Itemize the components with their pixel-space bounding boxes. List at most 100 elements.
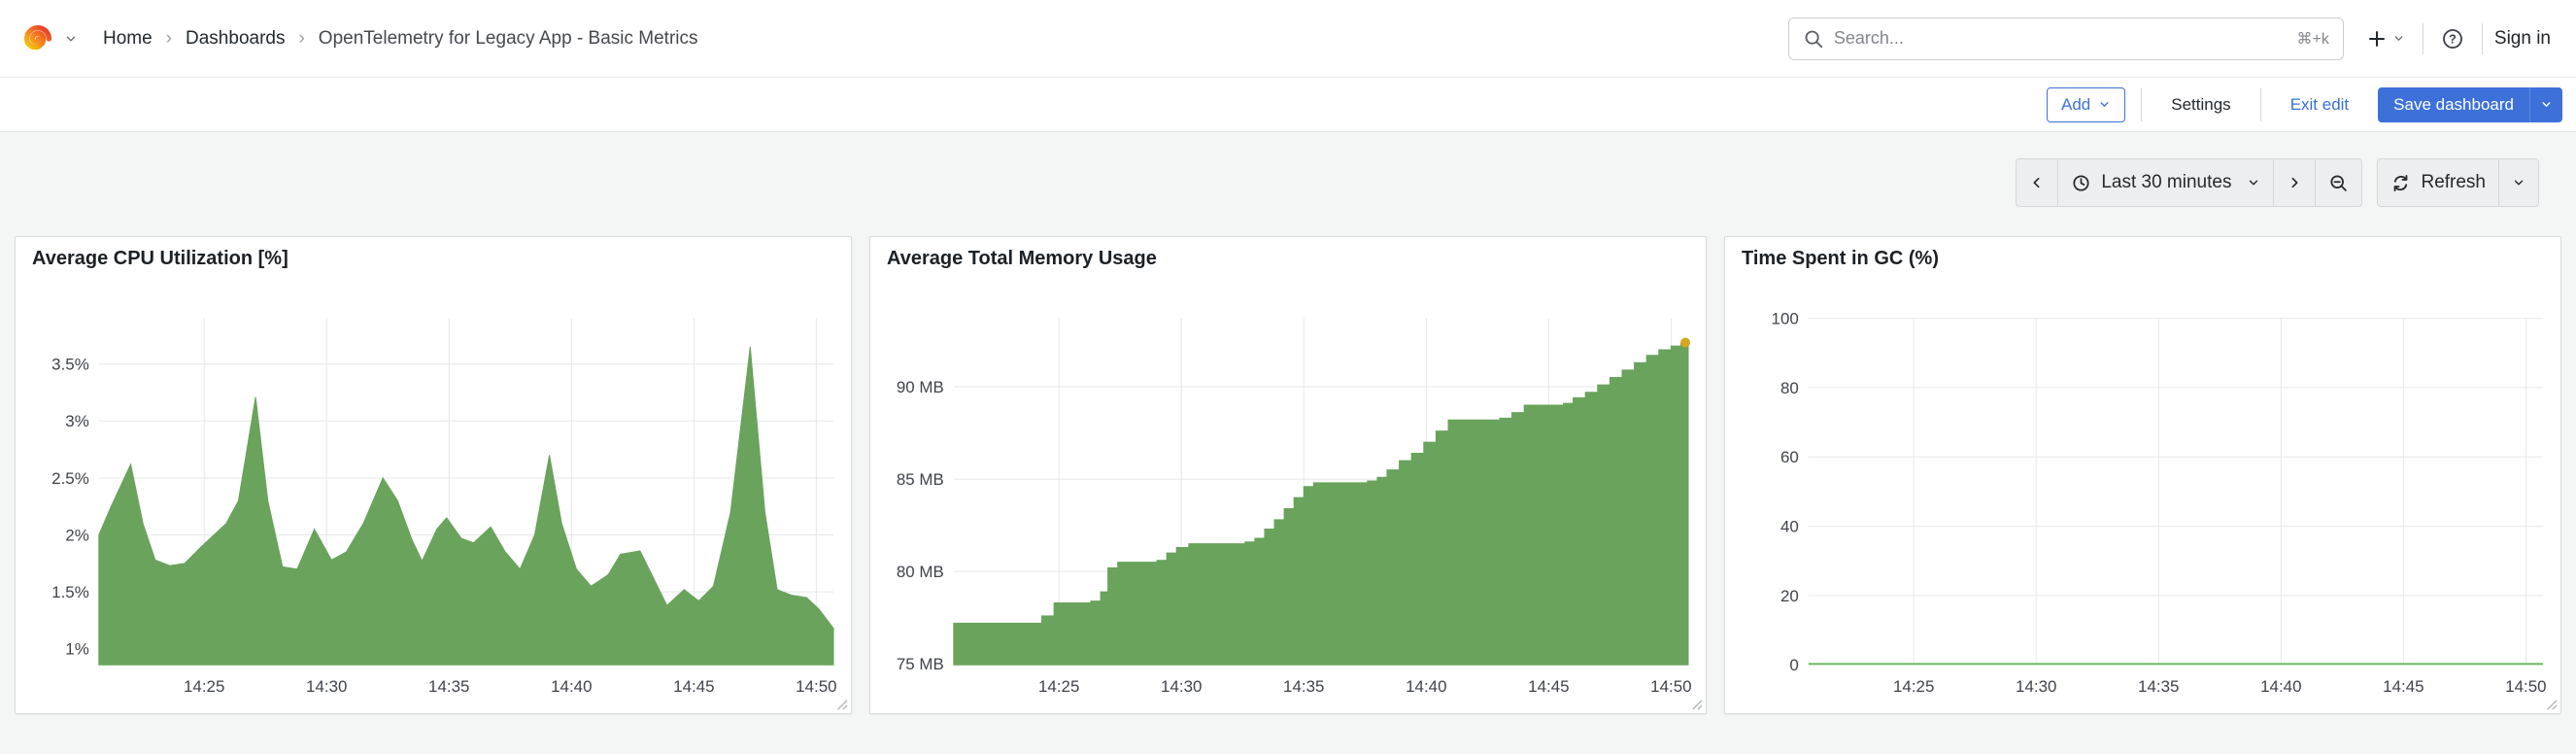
y-tick-label: 2.5% [51, 469, 89, 488]
chevron-right-icon [2287, 175, 2302, 190]
add-panel-button[interactable]: Add [2047, 86, 2126, 122]
refresh-button[interactable]: Refresh [2377, 158, 2499, 207]
refresh-interval-caret-button[interactable] [2498, 158, 2539, 207]
panel-title[interactable]: Average Total Memory Usage [887, 248, 1157, 269]
panel-cpu-utilization: Average CPU Utilization [%] 1% 1.5% 2% 2.5%… [15, 236, 852, 714]
panel-resize-handle[interactable] [1690, 698, 1703, 710]
y-tick-label: 85 MB [897, 470, 944, 489]
chevron-down-icon [2247, 176, 2260, 189]
y-tick-label: 0 [1789, 656, 1798, 674]
x-tick-label: 14:40 [551, 677, 592, 696]
series-area [953, 340, 1689, 666]
x-tick-label: 14:45 [1528, 677, 1569, 696]
chart-canvas[interactable]: 1% 1.5% 2% 2.5% 3% 3.5% 14:25 14:30 14:35 14:40 14… [16, 237, 851, 713]
panel-title[interactable]: Average CPU Utilization [%] [32, 248, 288, 269]
plus-icon [2365, 27, 2389, 51]
save-dashboard-button[interactable]: Save dashboard [2378, 86, 2529, 122]
y-tick-label: 100 [1772, 310, 1799, 328]
add-button-label: Add [2061, 94, 2091, 114]
new-menu-button[interactable] [2359, 21, 2411, 56]
x-tick-label: 14:45 [673, 677, 714, 696]
y-tick-label: 90 MB [897, 378, 944, 396]
x-tick-label: 14:25 [184, 677, 224, 696]
top-nav-bar: Home › Dashboards › OpenTelemetry for Le… [0, 0, 2576, 78]
breadcrumb-separator: › [298, 27, 305, 49]
x-tick-label: 14:25 [1893, 677, 1934, 696]
x-tick-label: 14:50 [1650, 677, 1691, 696]
y-tick-label: 80 MB [897, 563, 944, 581]
time-controls-row: Last 30 minutes [0, 158, 2576, 207]
divider [2259, 87, 2261, 121]
breadcrumb-dashboards[interactable]: Dashboards [186, 27, 286, 49]
series-area [98, 346, 834, 666]
divider [2481, 22, 2483, 54]
latest-point-marker [1680, 337, 1691, 348]
x-tick-label: 14:25 [1038, 677, 1079, 696]
time-range-group: Last 30 minutes [2016, 158, 2363, 207]
gc-chart[interactable]: 0 20 40 60 80 100 14:25 14:30 14:35 14:40 14:45 14:… [1725, 237, 2560, 713]
time-range-label: Last 30 minutes [2101, 172, 2232, 192]
panel-gc-time: Time Spent in GC (%) 0 20 40 60 80 100 14:25 14… [1724, 236, 2561, 714]
chevron-down-icon [2392, 32, 2405, 45]
breadcrumb-current-dashboard: OpenTelemetry for Legacy App - Basic Met… [318, 27, 698, 49]
x-tick-label: 14:35 [2138, 677, 2179, 696]
zoom-out-time-button[interactable] [2315, 158, 2363, 207]
help-button[interactable]: ? [2435, 21, 2470, 56]
grafana-logo-icon [19, 20, 56, 57]
x-tick-label: 14:40 [1406, 677, 1446, 696]
chevron-down-icon [2098, 98, 2111, 111]
panel-memory-usage: Average Total Memory Usage 75 MB 80 MB 85 … [869, 236, 1707, 714]
y-tick-label: 2% [65, 526, 89, 544]
x-tick-label: 14:50 [2505, 677, 2546, 696]
y-tick-label: 60 [1780, 448, 1799, 466]
panel-title[interactable]: Time Spent in GC (%) [1742, 248, 1939, 269]
zoom-out-icon [2328, 173, 2349, 193]
search-icon [1803, 28, 1824, 50]
x-tick-label: 14:30 [2016, 677, 2056, 696]
y-tick-label: 75 MB [897, 655, 944, 673]
panel-resize-handle[interactable] [835, 698, 848, 710]
x-tick-label: 14:30 [306, 677, 347, 696]
time-shift-back-button[interactable] [2016, 158, 2059, 207]
x-tick-label: 14:45 [2383, 677, 2423, 696]
y-tick-label: 20 [1780, 587, 1799, 605]
settings-button[interactable]: Settings [2157, 87, 2244, 122]
dashboard-panels-row: Average CPU Utilization [%] 1% 1.5% 2% 2.5%… [0, 236, 2576, 714]
x-tick-label: 14:35 [428, 677, 469, 696]
org-switcher[interactable] [19, 20, 78, 57]
y-tick-label: 3.5% [51, 356, 89, 374]
save-dashboard-split-button: Save dashboard [2378, 86, 2562, 122]
edit-toolbar: Add Settings Exit edit Save dashboard [0, 78, 2576, 132]
y-tick-label: 40 [1780, 518, 1799, 536]
search-input[interactable] [1833, 28, 2288, 49]
x-tick-label: 14:30 [1161, 677, 1202, 696]
breadcrumb-home[interactable]: Home [103, 27, 153, 49]
chevron-left-icon [2029, 175, 2045, 190]
chevron-down-icon [2540, 98, 2553, 111]
time-shift-forward-button[interactable] [2273, 158, 2317, 207]
breadcrumb-separator: › [165, 27, 173, 49]
panel-resize-handle[interactable] [2545, 698, 2558, 710]
search-box[interactable]: ⌘+k [1787, 17, 2344, 60]
time-range-picker-button[interactable]: Last 30 minutes [2057, 158, 2275, 207]
chevron-down-icon [64, 32, 78, 46]
x-tick-label: 14:35 [1283, 677, 1324, 696]
exit-edit-button[interactable]: Exit edit [2277, 87, 2362, 122]
svg-text:?: ? [2449, 32, 2457, 46]
chart-canvas[interactable]: 75 MB 80 MB 85 MB 90 MB 14:25 14:30 14:35 14:40… [870, 237, 1706, 713]
y-tick-label: 3% [65, 412, 89, 430]
x-tick-label: 14:50 [796, 677, 836, 696]
help-icon: ? [2441, 27, 2464, 51]
memory-chart[interactable]: 75 MB 80 MB 85 MB 90 MB 14:25 14:30 14:35 14:40… [870, 237, 1706, 713]
y-tick-label: 1.5% [51, 583, 89, 601]
chevron-down-icon [2512, 176, 2525, 189]
chart-canvas[interactable]: 0 20 40 60 80 100 14:25 14:30 14:35 14:40 14:45 14:… [1725, 237, 2560, 713]
y-tick-label: 1% [65, 640, 89, 659]
breadcrumb: Home › Dashboards › OpenTelemetry for Le… [103, 28, 698, 50]
sign-in-button[interactable]: Sign in [2493, 27, 2551, 49]
x-tick-label: 14:40 [2260, 677, 2301, 696]
refresh-group: Refresh [2377, 158, 2539, 207]
save-dashboard-caret-button[interactable] [2529, 86, 2562, 122]
cpu-chart[interactable]: 1% 1.5% 2% 2.5% 3% 3.5% 14:25 14:30 14:35 14:40 14… [16, 237, 851, 713]
clock-icon [2071, 173, 2091, 193]
